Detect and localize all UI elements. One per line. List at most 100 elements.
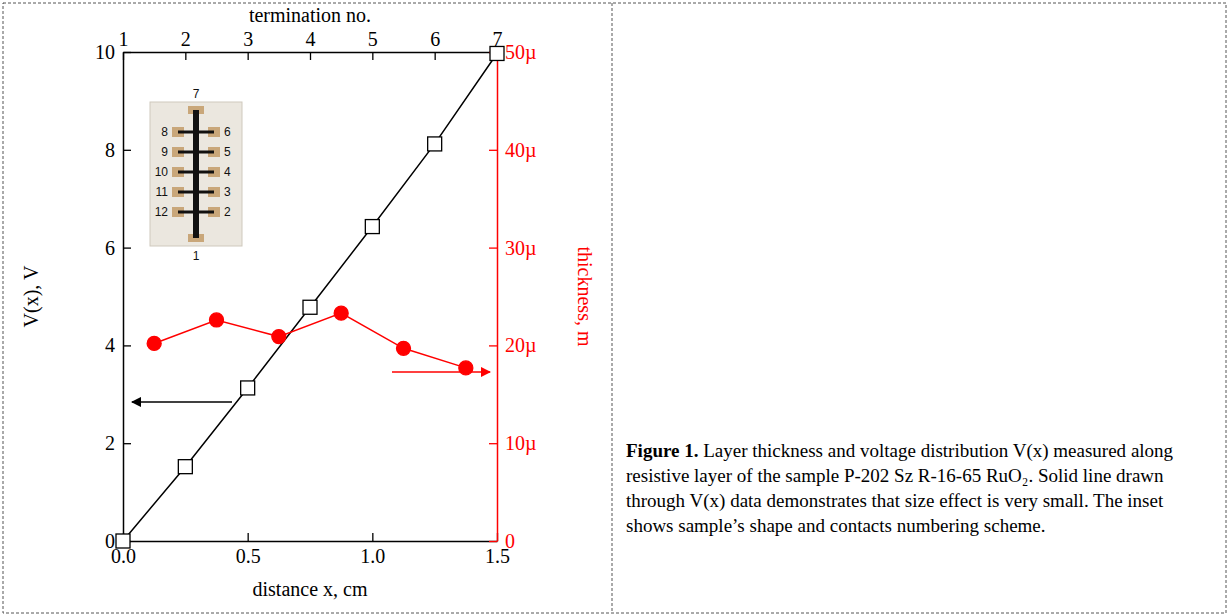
- caption-text: the: [753, 465, 781, 486]
- tick-label: 6: [105, 237, 115, 259]
- tick: 8: [105, 139, 131, 161]
- caption-text: sample’s: [674, 515, 745, 536]
- caption-text: contacts: [825, 515, 892, 536]
- point: [210, 313, 224, 327]
- caption-label: Figure: [626, 440, 679, 461]
- x-axis: 0.00.51.01.5: [111, 533, 510, 567]
- caption-text: P-202: [839, 465, 889, 486]
- inset-label: 12: [155, 205, 169, 219]
- caption-text: V(x): [685, 490, 725, 512]
- tick-label: 8: [105, 139, 115, 161]
- series-line: [123, 53, 497, 541]
- tick-mark: [435, 52, 436, 60]
- point: [303, 300, 317, 314]
- point: [116, 534, 130, 548]
- caption-line: shows sample’s shape and contacts number…: [626, 515, 1046, 536]
- tick-label: 30µ: [505, 237, 537, 260]
- tick-mark: [185, 52, 186, 60]
- tick-mark: [372, 533, 373, 541]
- inset-lead: [178, 191, 214, 194]
- caption-text: V(x): [1008, 440, 1048, 462]
- tick-mark: [489, 345, 497, 346]
- point: [272, 330, 286, 344]
- caption-text: resistive: [626, 465, 689, 486]
- tick: 30µ: [489, 237, 537, 260]
- tick: 4: [306, 28, 316, 60]
- tick-mark: [489, 443, 497, 444]
- caption-text: that: [867, 490, 901, 511]
- y-axis-title: V(x), V: [20, 265, 43, 327]
- point: [241, 381, 255, 395]
- tick-mark: [123, 443, 131, 444]
- y2-axis-title: thickness, m: [574, 247, 596, 347]
- inset-label: 2: [224, 205, 231, 219]
- caption-line: through V(x) data demonstrates that size…: [626, 490, 1164, 512]
- tick: 0: [489, 530, 515, 552]
- tick-label: 2: [181, 28, 191, 50]
- inset: 869510411312271: [150, 87, 242, 263]
- point: [428, 137, 442, 151]
- caption-text: drawn: [1111, 465, 1164, 486]
- caption-text: RuO₂.: [981, 465, 1033, 486]
- inset-lead: [178, 171, 214, 174]
- caption-text: The: [1089, 490, 1123, 511]
- point: [365, 220, 379, 234]
- tick: 2: [181, 28, 191, 60]
- inset-label: 10: [155, 165, 169, 179]
- tick-label: 1: [119, 28, 129, 50]
- tick-mark: [248, 52, 249, 60]
- tick-mark: [123, 345, 131, 346]
- series-line: [154, 313, 466, 368]
- tick: 10: [95, 41, 131, 63]
- y-axis-line: [123, 53, 125, 542]
- caption-text: size: [900, 490, 934, 511]
- caption-text: distribution: [916, 440, 1009, 461]
- x2-axis-title: termination no.: [249, 4, 371, 26]
- tick-mark: [489, 541, 497, 542]
- plot-area: [116, 46, 504, 548]
- tick-label: 1.0: [360, 545, 385, 567]
- tick-label: 50µ: [505, 41, 537, 64]
- tick-mark: [123, 247, 131, 248]
- point: [147, 336, 161, 350]
- caption: Figure 1. Layer thickness and voltage di…: [626, 440, 1174, 536]
- caption-text: line: [1078, 465, 1111, 486]
- tick: 50µ: [489, 41, 537, 64]
- caption-text: voltage: [855, 440, 916, 461]
- inset-lead: [178, 151, 214, 154]
- caption-text: shape: [745, 515, 793, 536]
- caption-label: 1.: [679, 440, 698, 461]
- caption-text: sample: [781, 465, 840, 486]
- y-axis: 0246810: [95, 41, 131, 552]
- inset-label: 3: [224, 185, 231, 199]
- tick: 5: [368, 28, 378, 60]
- point: [397, 341, 411, 355]
- inset-label: 8: [161, 125, 168, 139]
- tick-label: 4: [306, 28, 316, 50]
- inset-resistor: [193, 110, 199, 238]
- caption-text: Sz: [889, 465, 913, 486]
- caption-text: and: [823, 440, 856, 461]
- caption-text: numbering: [892, 515, 980, 536]
- inset-photo: [150, 102, 242, 246]
- caption-text: thickness: [748, 440, 823, 461]
- caption-text: Layer: [698, 440, 748, 461]
- axis-arrow: [392, 371, 490, 373]
- tick: 1.0: [360, 533, 385, 567]
- tick-label: 5: [368, 28, 378, 50]
- inset-label: 6: [224, 125, 231, 139]
- caption-text: shows: [626, 515, 674, 536]
- tick-mark: [372, 52, 373, 60]
- caption-text: and: [793, 515, 826, 536]
- caption-text: of: [732, 465, 753, 486]
- tick-label: 4: [105, 334, 115, 356]
- caption-text: data: [725, 490, 762, 511]
- tick-mark: [248, 533, 249, 541]
- point: [178, 460, 192, 474]
- caption-text: effect: [934, 490, 982, 511]
- panel-divider: [612, 3, 613, 613]
- inset-label: 7: [193, 87, 200, 101]
- point: [490, 46, 504, 60]
- inset-label: 9: [161, 145, 168, 159]
- caption-text: scheme.: [979, 515, 1045, 536]
